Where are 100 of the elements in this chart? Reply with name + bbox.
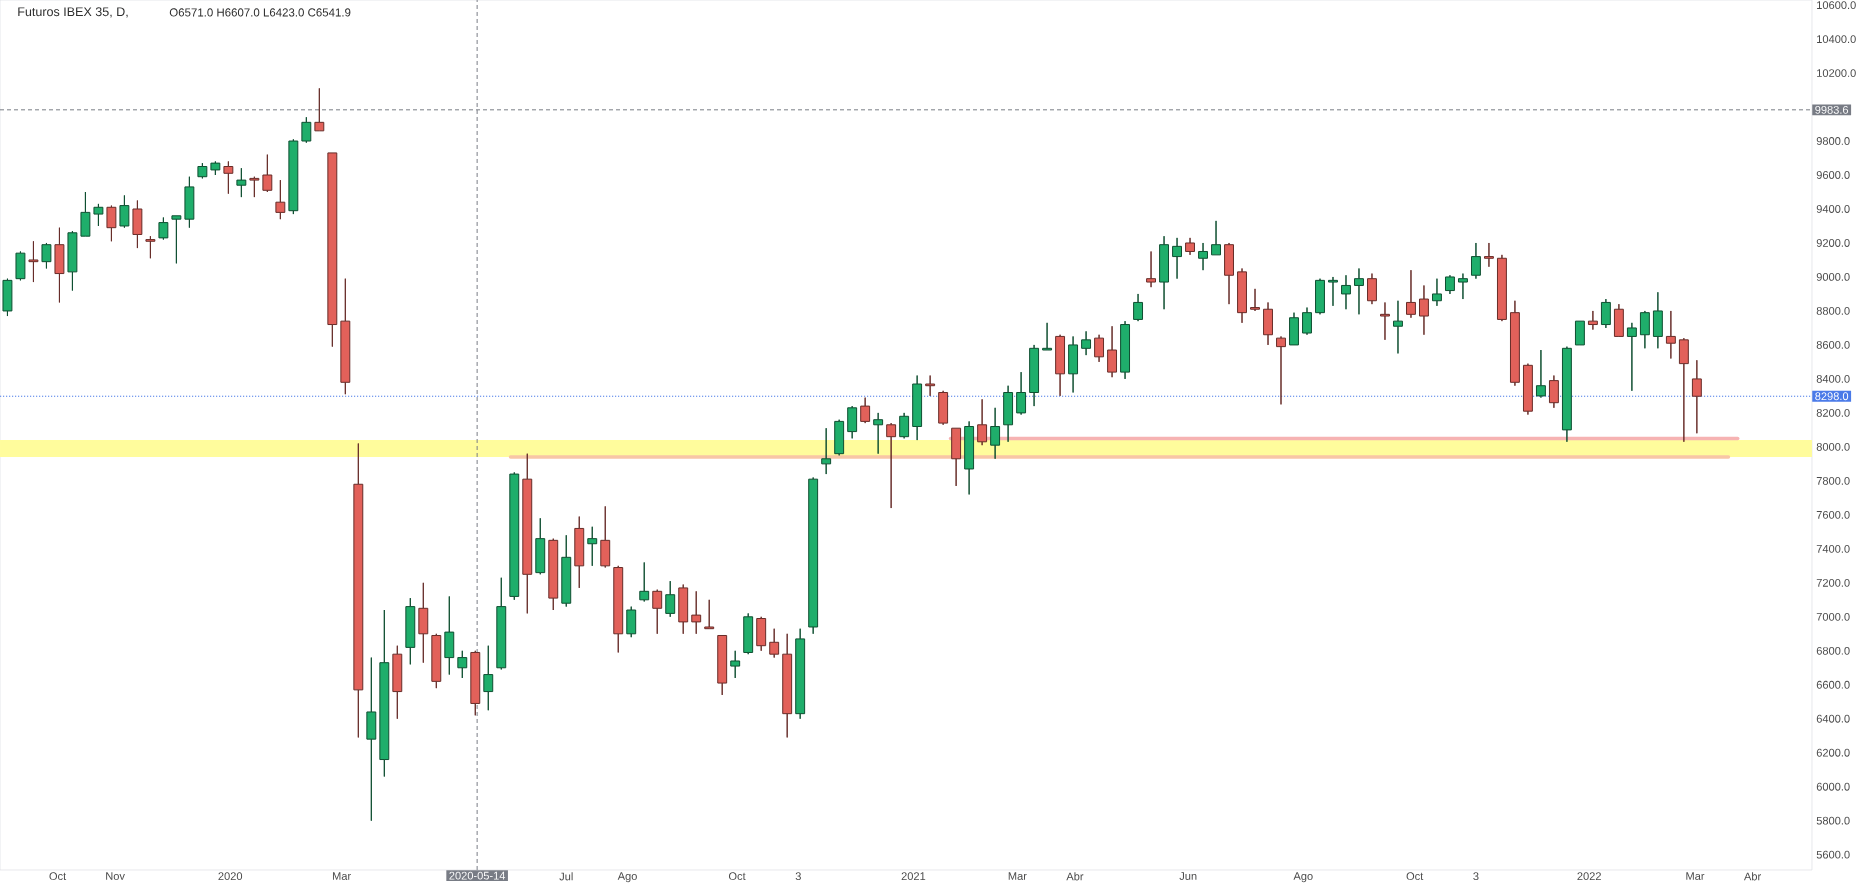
x-tick-label: Jul [559, 872, 573, 881]
x-tick-label: 3 [1473, 872, 1479, 881]
y-tick-label: 10400.0 [1817, 35, 1856, 43]
candlestick [1548, 375, 1559, 409]
y-tick-label: 9400.0 [1816, 205, 1850, 213]
candlestick [1600, 298, 1611, 329]
x-tick-label: Mar [1686, 872, 1705, 880]
candlestick [1042, 322, 1053, 351]
candlestick [275, 179, 286, 220]
candlestick [483, 645, 494, 711]
candlestick [392, 645, 403, 720]
candlestick [613, 565, 624, 653]
candlestick [366, 657, 377, 822]
candlestick [535, 517, 546, 575]
candlestick [1250, 288, 1260, 312]
candlestick [1535, 349, 1546, 399]
candlestick [249, 176, 260, 198]
candlestick [522, 453, 533, 614]
ref-line-label: 9983.6 [1815, 105, 1849, 114]
candlestick [704, 599, 715, 630]
candlestick [652, 589, 663, 635]
candlestick [119, 194, 130, 229]
candlestick [54, 227, 65, 303]
candlestick [1354, 267, 1364, 315]
y-tick-label: 8600.0 [1816, 341, 1850, 349]
candlestick [1276, 335, 1286, 405]
candlestick [210, 160, 221, 176]
candlestick [717, 634, 728, 696]
candlestick [873, 412, 884, 455]
candlestick [639, 561, 650, 603]
candlestick [912, 375, 923, 441]
candlestick [67, 230, 78, 292]
candlestick [1315, 278, 1325, 315]
y-tick-label: 6400.0 [1816, 714, 1850, 723]
y-tick-label: 8000.0 [1816, 442, 1850, 451]
y-tick-label: 9000.0 [1816, 273, 1850, 281]
candlestick [1029, 344, 1040, 407]
candlestick [223, 160, 234, 195]
x-tick-label: Abr [1743, 872, 1761, 881]
y-tick-label: 8200.0 [1816, 408, 1850, 417]
candlestick [1146, 250, 1157, 288]
candlestick [197, 162, 208, 179]
candlestick [80, 191, 91, 237]
candlestick [340, 278, 351, 395]
candlestick [743, 612, 754, 655]
candlestick [1120, 320, 1131, 380]
candlestick [379, 609, 390, 778]
x-tick-label: Jun [1179, 872, 1197, 880]
candlestick [626, 606, 637, 638]
x-tick-label: 3 [795, 872, 801, 881]
x-tick-label: Mar [332, 872, 351, 880]
y-tick-label: 6800.0 [1816, 646, 1850, 655]
candlestick [1522, 363, 1533, 416]
candlestick [1094, 334, 1105, 363]
y-tick-label: 6200.0 [1816, 748, 1850, 757]
candlestick [41, 242, 52, 269]
candlestick [600, 505, 611, 569]
candlestick [1483, 242, 1494, 268]
annotation: O6571.0 H6607.0 L6423.0 C6541.9 [169, 8, 351, 17]
candlestick [587, 526, 598, 567]
candlestick [15, 250, 26, 281]
y-tick-label: 8800.0 [1816, 307, 1850, 315]
y-tick-label: 7800.0 [1816, 476, 1850, 485]
candlestick [886, 422, 897, 509]
candlestick [314, 87, 325, 132]
candlestick [1237, 267, 1247, 324]
candlestick [821, 427, 832, 475]
x-tick-label: 2021 [901, 872, 926, 881]
candlestick [431, 633, 442, 689]
candlestick [262, 154, 273, 193]
x-tick-label: Ago [1293, 872, 1313, 883]
candlestick [769, 628, 780, 659]
y-tick-label: 9800.0 [1816, 137, 1850, 145]
x-tick-label: 2022 [1577, 872, 1601, 881]
candlestick [1406, 269, 1416, 319]
x-tick-label: Oct [728, 872, 746, 881]
y-tick-label: 7000.0 [1816, 612, 1850, 621]
candlestick [158, 216, 169, 241]
x-tick-label: Oct [1406, 872, 1424, 881]
candlestick [1432, 278, 1442, 307]
candlestick [1587, 310, 1598, 331]
candlestick [301, 116, 312, 144]
candlestick [951, 427, 962, 487]
x-tick-label: Abr [1066, 872, 1084, 881]
candlestick [860, 397, 871, 424]
candlestick [691, 590, 702, 635]
candlestick [93, 203, 104, 227]
candlestick [665, 580, 676, 618]
candlestick [132, 200, 143, 249]
y-tick-label: 6000.0 [1816, 782, 1850, 791]
y-tick-label: 7400.0 [1816, 544, 1850, 553]
candlestick [184, 176, 195, 229]
candlestick [1341, 274, 1351, 310]
candlestick [1107, 325, 1118, 378]
candlestick [1068, 335, 1079, 394]
candlestick [834, 419, 845, 456]
candlestick [1159, 235, 1169, 310]
y-tick-label: 10200.0 [1817, 69, 1856, 77]
candlestick [1289, 312, 1299, 346]
candlestick [925, 375, 936, 397]
